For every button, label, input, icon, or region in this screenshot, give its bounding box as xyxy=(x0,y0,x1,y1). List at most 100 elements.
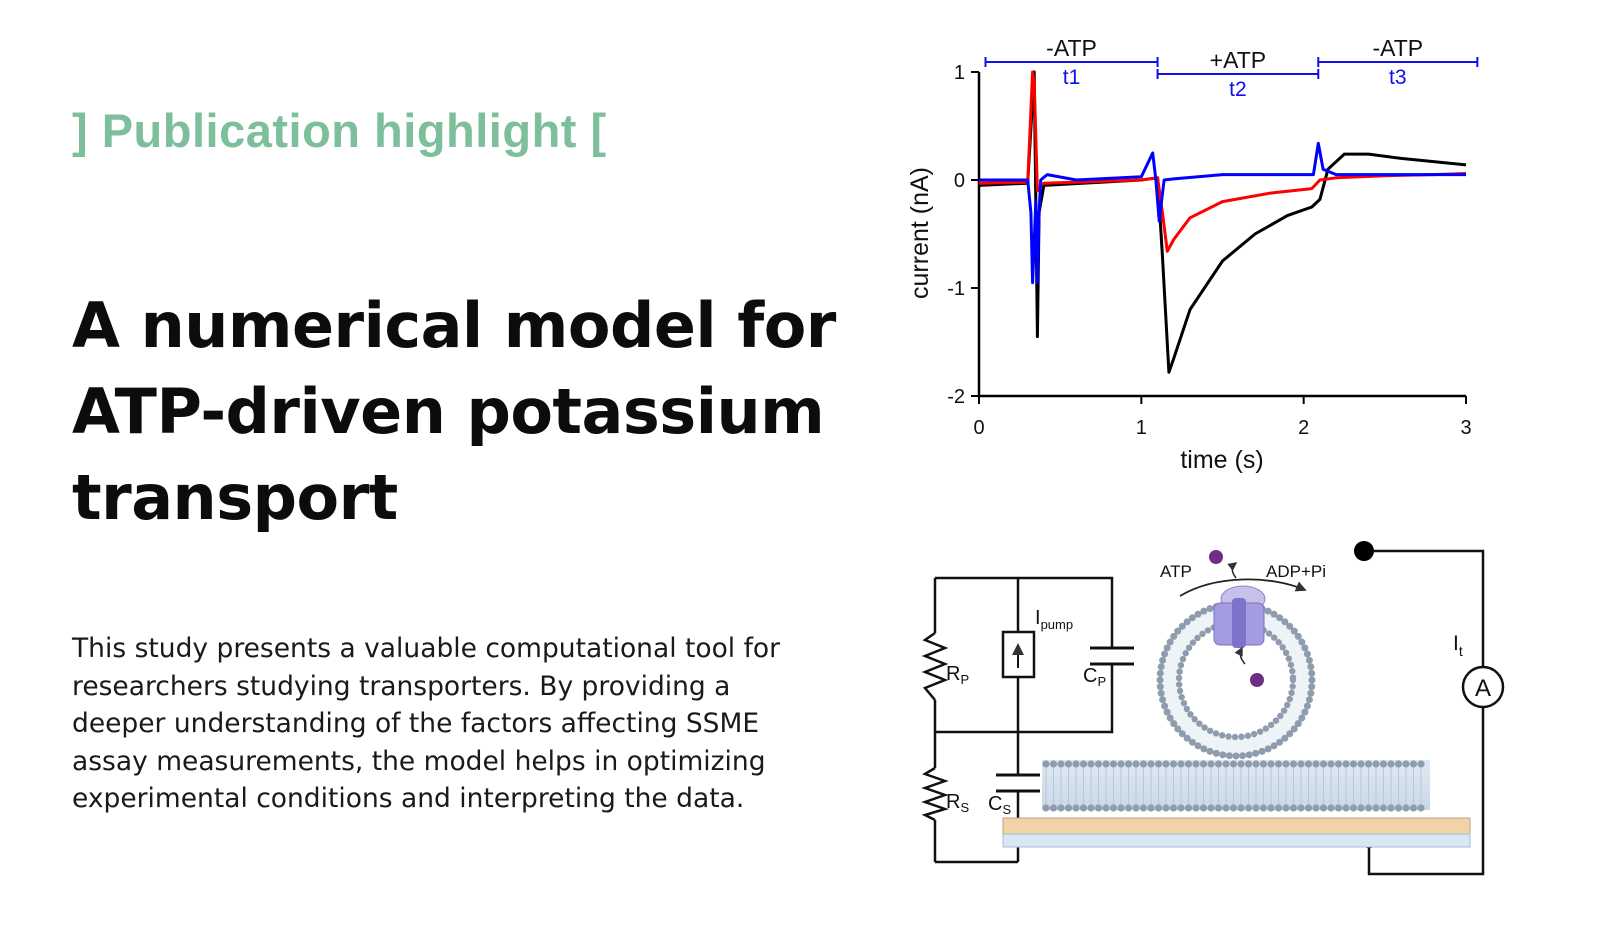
resistor-rp xyxy=(921,631,949,701)
lipid-head xyxy=(1157,663,1165,671)
lipid-head xyxy=(1379,760,1388,768)
lipid-head xyxy=(1196,720,1203,727)
lipid-head xyxy=(1212,730,1220,737)
lipid-head xyxy=(1387,804,1395,812)
lipid-head xyxy=(1272,717,1280,724)
lipid-head xyxy=(1154,760,1163,768)
lipid-head xyxy=(1394,760,1403,768)
lipid-head xyxy=(1064,760,1073,768)
lipid-head xyxy=(1229,804,1238,812)
lipid-head xyxy=(1349,804,1358,812)
lipid-head xyxy=(1124,760,1133,768)
lipid-head xyxy=(1159,656,1167,664)
lipid-head xyxy=(1184,804,1193,812)
lipid-head xyxy=(1244,760,1253,768)
lipid-head xyxy=(1199,804,1208,812)
lipid-head xyxy=(1189,639,1197,646)
lipid-head xyxy=(1132,804,1140,812)
lipid-head xyxy=(1364,804,1373,812)
lipid-head xyxy=(1286,622,1294,630)
lipid-head xyxy=(1307,689,1315,697)
lipid-head xyxy=(1290,725,1298,733)
lipid-head xyxy=(1409,804,1418,812)
sensor-gold-layer xyxy=(1002,817,1471,835)
lipid-head xyxy=(1304,760,1313,768)
lipid-head xyxy=(1270,742,1278,750)
lipid-head xyxy=(1372,760,1380,768)
lipid-head xyxy=(1256,728,1264,735)
annotation-sublabel: t1 xyxy=(1063,66,1081,89)
lipid-head xyxy=(1176,668,1183,675)
annotation-label: +ATP xyxy=(1210,47,1266,73)
lipid-head xyxy=(1245,751,1253,759)
lipid-head xyxy=(1200,607,1208,615)
lipid-head xyxy=(1117,760,1125,768)
lipid-head xyxy=(1206,747,1214,755)
lipid-head xyxy=(1087,760,1095,768)
chart-series xyxy=(978,70,1467,374)
lipid-head xyxy=(1303,650,1311,658)
lipid-head xyxy=(1342,804,1350,812)
lipid-head xyxy=(1289,804,1298,812)
lipid-head xyxy=(1169,760,1178,768)
lipid-head xyxy=(1229,760,1238,768)
lipid-head xyxy=(1222,804,1230,812)
lipid-head xyxy=(1147,804,1155,812)
lipid-head xyxy=(1284,701,1291,709)
lipid-head xyxy=(1264,607,1272,615)
lipid-head xyxy=(1156,683,1164,691)
lipid-head xyxy=(1192,804,1200,812)
lipid-head xyxy=(1161,702,1169,710)
ammeter-label: A xyxy=(1475,675,1491,702)
lipid-head xyxy=(1379,804,1388,812)
lipid-head xyxy=(1281,618,1289,626)
lipid-head xyxy=(1262,725,1269,732)
lipid-head xyxy=(1286,695,1293,703)
y-axis-label: current (nA) xyxy=(906,167,934,299)
lipid-head xyxy=(1057,804,1065,812)
lipid-head xyxy=(1282,760,1290,768)
lipid-head xyxy=(1231,733,1239,741)
lipid-head xyxy=(1117,804,1125,812)
x-tick-label: 3 xyxy=(1460,417,1471,439)
lipid-head xyxy=(1357,760,1365,768)
it-label: It xyxy=(1453,632,1463,659)
lipid-head xyxy=(1102,804,1110,812)
atp-label: ATP xyxy=(1160,562,1192,581)
lipid-head xyxy=(1289,667,1296,675)
lipid-head xyxy=(1274,760,1283,768)
lipid-head xyxy=(1191,716,1198,723)
lipid-head xyxy=(1277,712,1284,720)
lipid-head xyxy=(1042,804,1050,812)
solid-supported-membrane xyxy=(1042,760,1430,810)
lipid-head xyxy=(1183,618,1191,626)
liposome-lumen xyxy=(1178,622,1294,738)
lipid-head xyxy=(1264,745,1272,753)
lipid-head xyxy=(1372,804,1380,812)
lipid-head xyxy=(1206,727,1214,734)
lipid-head xyxy=(1252,760,1260,768)
lipid-head xyxy=(1274,804,1283,812)
lipid-head xyxy=(1176,687,1184,695)
lipid-head xyxy=(1199,760,1208,768)
lipid-head xyxy=(1267,721,1275,729)
current-time-chart: 0 1 2 3 -2 -1 0 1 -ATP t1 +ATP t2 -ATP t3 time (s) c… xyxy=(906,35,1479,474)
lipid-head xyxy=(1250,730,1258,738)
lipid-head xyxy=(1177,662,1185,669)
lipid-head xyxy=(1201,724,1208,731)
annotation-label: -ATP xyxy=(1372,35,1423,61)
lipid-head xyxy=(1206,605,1214,613)
lipid-head xyxy=(1175,681,1183,688)
lipid-head xyxy=(1402,804,1410,812)
lipid-head xyxy=(1072,804,1080,812)
lipid-head xyxy=(1049,804,1058,812)
lipid-head xyxy=(1042,760,1050,768)
lipid-head xyxy=(1290,627,1298,635)
lipid-head xyxy=(1308,669,1316,677)
lipid-head xyxy=(1162,760,1170,768)
lipid-head xyxy=(1162,804,1170,812)
lipid-head xyxy=(1265,630,1273,637)
capacitor-cs xyxy=(996,773,1040,793)
series-line xyxy=(979,141,1466,285)
